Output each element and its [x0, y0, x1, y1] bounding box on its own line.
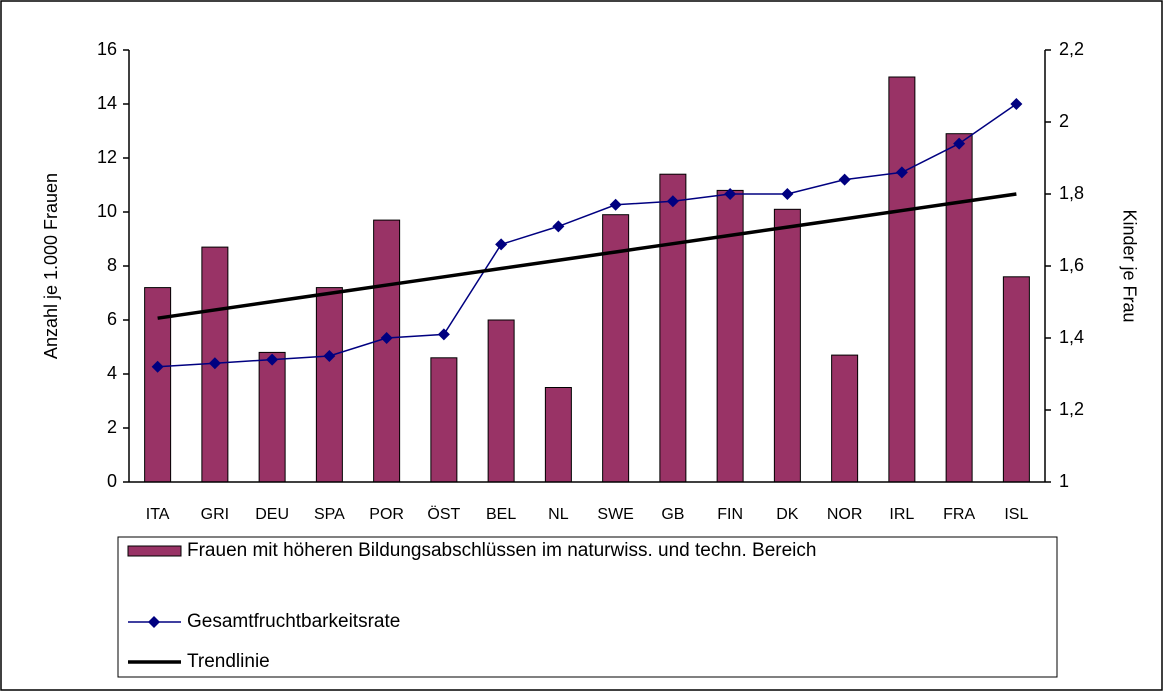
legend-swatch: [127, 545, 182, 557]
y2-tick-label: 2: [1059, 111, 1069, 131]
y2-tick-label: 1: [1059, 471, 1069, 491]
bar: [144, 287, 172, 483]
y-tick-label: 8: [107, 255, 117, 275]
x-tick-label: BEL: [486, 506, 516, 523]
marker: [609, 198, 622, 211]
y-tick-label: 12: [97, 147, 117, 167]
y2-tick-label: 1,2: [1059, 399, 1084, 419]
marker: [895, 166, 908, 179]
legend-label: Trendlinie: [187, 651, 270, 672]
x-tick-label: POR: [369, 506, 404, 523]
y2-tick-label: 2,2: [1059, 39, 1084, 59]
y-tick-label: 2: [107, 417, 117, 437]
x-tick-label: GRI: [201, 506, 229, 523]
bar: [487, 319, 515, 483]
y-tick-label: 0: [107, 471, 117, 491]
bar: [945, 133, 973, 483]
bar: [773, 208, 801, 483]
y-tick-label: 4: [107, 363, 117, 383]
bar: [831, 354, 859, 483]
marker: [437, 328, 450, 341]
marker: [666, 195, 679, 208]
y-tick-label: 16: [97, 39, 117, 59]
bar: [659, 173, 687, 483]
trend-line: [157, 192, 1017, 320]
bar: [258, 351, 286, 483]
x-tick-label: NL: [548, 506, 569, 523]
x-tick-label: IRL: [889, 506, 914, 523]
marker: [838, 173, 851, 186]
marker: [781, 188, 794, 200]
x-tick-label: ISL: [1004, 506, 1028, 523]
bar: [544, 387, 572, 483]
x-tick-label: FIN: [717, 506, 743, 523]
marker: [495, 238, 508, 251]
bar: [315, 287, 343, 483]
bar: [716, 189, 744, 483]
legend-label: Gesamtfruchtbarkeitsrate: [187, 611, 400, 632]
bar: [888, 76, 916, 483]
legend-box: [117, 536, 1058, 678]
x-tick-label: ITA: [146, 506, 170, 523]
y2-axis-label: Kinder je Frau: [1119, 209, 1139, 322]
y-tick-label: 14: [97, 93, 117, 113]
y2-tick-label: 1,4: [1059, 327, 1084, 347]
legend-marker: [148, 616, 160, 628]
x-tick-label: NOR: [827, 506, 863, 523]
x-tick-label: GB: [661, 506, 684, 523]
marker: [953, 137, 966, 150]
marker: [380, 332, 393, 344]
y2-tick-label: 1,6: [1059, 255, 1084, 275]
legend-label: Frauen mit höheren Bildungsabschlüssen i…: [187, 540, 816, 561]
marker: [323, 350, 336, 362]
marker: [151, 360, 164, 373]
bar: [1002, 276, 1030, 483]
x-tick-label: FRA: [943, 506, 975, 523]
line: [157, 103, 1017, 368]
x-tick-label: DK: [776, 506, 799, 523]
x-tick-label: ÖST: [427, 505, 460, 523]
bar: [373, 219, 401, 483]
bar: [430, 357, 458, 483]
x-tick-label: SWE: [597, 506, 633, 523]
y2-tick-label: 1,8: [1059, 183, 1084, 203]
x-tick-label: SPA: [314, 506, 345, 523]
marker: [1010, 98, 1023, 110]
marker: [266, 353, 279, 366]
y-tick-label: 6: [107, 309, 117, 329]
x-tick-label: DEU: [255, 506, 289, 523]
y-axis-label: Anzahl je 1.000 Frauen: [41, 173, 61, 359]
marker: [724, 188, 737, 200]
marker: [552, 220, 565, 233]
marker: [208, 357, 221, 370]
y-tick-label: 10: [97, 201, 117, 221]
